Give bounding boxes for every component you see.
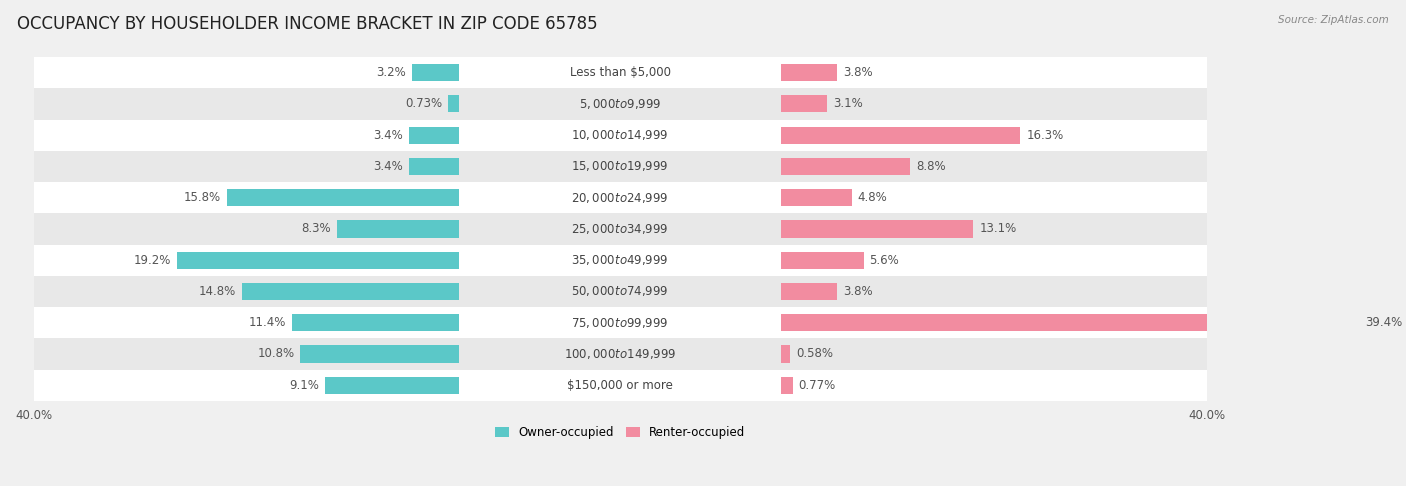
Bar xyxy=(412,64,458,81)
Text: $75,000 to $99,999: $75,000 to $99,999 xyxy=(571,316,669,330)
Text: $150,000 or more: $150,000 or more xyxy=(567,379,673,392)
Bar xyxy=(782,189,852,206)
Bar xyxy=(782,346,790,363)
Bar xyxy=(291,314,458,331)
Bar xyxy=(325,377,458,394)
Text: $35,000 to $49,999: $35,000 to $49,999 xyxy=(571,253,669,267)
Bar xyxy=(409,158,458,175)
Text: Source: ZipAtlas.com: Source: ZipAtlas.com xyxy=(1278,15,1389,25)
Bar xyxy=(449,95,458,112)
Text: Less than $5,000: Less than $5,000 xyxy=(569,66,671,79)
Bar xyxy=(782,377,793,394)
Text: 0.58%: 0.58% xyxy=(796,347,832,361)
Text: $5,000 to $9,999: $5,000 to $9,999 xyxy=(579,97,661,111)
Text: 0.77%: 0.77% xyxy=(799,379,835,392)
Text: 13.1%: 13.1% xyxy=(980,223,1017,235)
Bar xyxy=(34,307,1206,338)
Bar xyxy=(34,151,1206,182)
Text: $25,000 to $34,999: $25,000 to $34,999 xyxy=(571,222,669,236)
Text: 3.8%: 3.8% xyxy=(844,285,873,298)
Bar xyxy=(301,346,458,363)
Bar xyxy=(34,276,1206,307)
Text: 3.2%: 3.2% xyxy=(377,66,406,79)
Text: $20,000 to $24,999: $20,000 to $24,999 xyxy=(571,191,669,205)
Legend: Owner-occupied, Renter-occupied: Owner-occupied, Renter-occupied xyxy=(491,421,751,444)
Bar xyxy=(34,244,1206,276)
Bar xyxy=(34,88,1206,120)
Text: 10.8%: 10.8% xyxy=(257,347,295,361)
Text: OCCUPANCY BY HOUSEHOLDER INCOME BRACKET IN ZIP CODE 65785: OCCUPANCY BY HOUSEHOLDER INCOME BRACKET … xyxy=(17,15,598,33)
Bar xyxy=(782,64,837,81)
Bar xyxy=(34,213,1206,244)
Text: $15,000 to $19,999: $15,000 to $19,999 xyxy=(571,159,669,174)
Bar xyxy=(782,126,1021,144)
Text: $10,000 to $14,999: $10,000 to $14,999 xyxy=(571,128,669,142)
Bar xyxy=(782,95,827,112)
Text: 0.73%: 0.73% xyxy=(405,97,443,110)
Text: $50,000 to $74,999: $50,000 to $74,999 xyxy=(571,284,669,298)
Bar xyxy=(337,220,458,238)
Text: 8.3%: 8.3% xyxy=(302,223,332,235)
Text: 3.8%: 3.8% xyxy=(844,66,873,79)
Bar xyxy=(34,120,1206,151)
Text: $100,000 to $149,999: $100,000 to $149,999 xyxy=(564,347,676,361)
Bar xyxy=(34,369,1206,401)
Text: 9.1%: 9.1% xyxy=(290,379,319,392)
Bar xyxy=(782,314,1360,331)
Text: 3.1%: 3.1% xyxy=(832,97,862,110)
Bar xyxy=(228,189,458,206)
Text: 19.2%: 19.2% xyxy=(134,254,172,267)
Bar xyxy=(34,338,1206,369)
Bar xyxy=(34,57,1206,88)
Bar xyxy=(34,182,1206,213)
Text: 15.8%: 15.8% xyxy=(184,191,221,204)
Text: 3.4%: 3.4% xyxy=(374,129,404,141)
Bar xyxy=(177,252,458,269)
Bar xyxy=(782,158,911,175)
Text: 16.3%: 16.3% xyxy=(1026,129,1063,141)
Bar xyxy=(782,252,863,269)
Text: 3.4%: 3.4% xyxy=(374,160,404,173)
Bar xyxy=(409,126,458,144)
Text: 14.8%: 14.8% xyxy=(198,285,236,298)
Text: 39.4%: 39.4% xyxy=(1365,316,1402,329)
Text: 4.8%: 4.8% xyxy=(858,191,887,204)
Bar xyxy=(782,283,837,300)
Bar xyxy=(242,283,458,300)
Bar xyxy=(782,220,973,238)
Text: 8.8%: 8.8% xyxy=(917,160,946,173)
Text: 11.4%: 11.4% xyxy=(249,316,285,329)
Text: 5.6%: 5.6% xyxy=(869,254,898,267)
